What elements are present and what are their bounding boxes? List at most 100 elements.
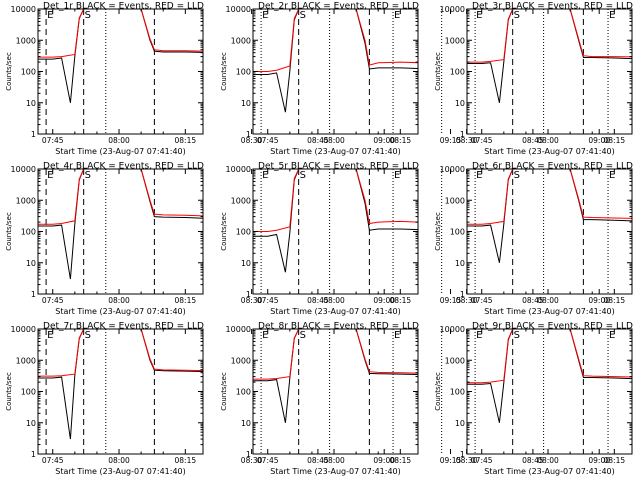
y-tick-label: 10: [455, 259, 465, 268]
y-tick-label: 100: [450, 68, 465, 77]
y-tick-label: 100: [450, 228, 465, 237]
y-tick-label: 100: [21, 388, 36, 397]
x-tick-label: 09:15: [440, 296, 462, 305]
x-tick-label: 09:00: [373, 296, 395, 305]
x-tick-label: 08:30: [456, 136, 478, 145]
x-tick-label: 08:00: [323, 456, 345, 465]
y-tick-label: 1000: [16, 36, 36, 45]
y-tick-label: 10000: [226, 325, 251, 334]
panel-title: Det_2r BLACK = Events, RED = LLD: [258, 2, 419, 12]
event-marker-label: E: [262, 170, 268, 181]
y-tick-label: 10000: [226, 5, 251, 14]
x-tick-label: 08:15: [390, 136, 412, 145]
event-marker-label: S: [514, 170, 520, 181]
x-axis-label: Start Time (23-Aug-07 07:41:40): [484, 307, 615, 316]
y-tick-label: 1: [246, 130, 251, 139]
y-axis-label: Counts/sec: [220, 212, 228, 251]
y-tick-label: 1: [31, 290, 36, 299]
x-tick-label: 08:15: [604, 296, 626, 305]
x-tick-label: 07:45: [42, 296, 64, 305]
x-axis-label: Start Time (23-Aug-07 07:41:40): [55, 147, 186, 156]
x-tick-label: 08:30: [456, 296, 478, 305]
x-axis-label: Start Time (23-Aug-07 07:41:40): [270, 467, 401, 476]
y-axis-label: Counts/sec: [5, 212, 13, 251]
y-tick-label: 1: [460, 450, 465, 459]
x-tick-label: 09:15: [440, 456, 462, 465]
y-axis-label: Counts/sec: [434, 52, 442, 91]
lld-series-line: [38, 329, 203, 377]
plot-frame: [37, 8, 204, 135]
y-axis-label: Counts/sec: [5, 372, 13, 411]
lld-series-line: [38, 169, 203, 225]
x-tick-label: 09:00: [373, 136, 395, 145]
y-tick-label: 10: [26, 259, 36, 268]
event-marker-label: E: [476, 170, 482, 181]
x-axis-label: Start Time (23-Aug-07 07:41:40): [270, 147, 401, 156]
y-tick-label: 10000: [11, 325, 36, 334]
panel-title: Det_7r BLACK = Events, RED = LLD: [43, 322, 204, 332]
y-tick-label: 1000: [231, 36, 251, 45]
events-series-line: [253, 9, 418, 113]
lld-series-line: [253, 169, 418, 232]
y-tick-label: 1000: [445, 356, 465, 365]
event-marker-label: E: [394, 10, 400, 21]
x-tick-label: 08:30: [241, 296, 263, 305]
y-tick-label: 100: [236, 388, 251, 397]
lld-series-line: [253, 9, 418, 72]
x-tick-label: 09:00: [588, 456, 610, 465]
panel-title: Det_1r BLACK = Events, RED = LLD: [43, 2, 204, 12]
detector-panel: Det_8r BLACK = Events, RED = LLD Counts/s…: [220, 322, 615, 477]
y-tick-label: 100: [236, 68, 251, 77]
lld-series-line: [253, 329, 418, 380]
x-tick-label: 08:45: [307, 296, 329, 305]
detector-panel: Det_9r BLACK = Events, RED = LLD Counts/s…: [434, 322, 633, 477]
panel-title: Det_3r BLACK = Events, RED = LLD: [472, 2, 633, 12]
panel-title: Det_9r BLACK = Events, RED = LLD: [472, 322, 633, 332]
x-tick-label: 08:15: [175, 136, 197, 145]
y-tick-label: 1: [460, 290, 465, 299]
y-tick-label: 1: [246, 290, 251, 299]
x-axis-label: Start Time (23-Aug-07 07:41:40): [55, 467, 186, 476]
x-tick-label: 08:45: [522, 136, 544, 145]
x-tick-label: 09:00: [588, 136, 610, 145]
lld-series-line: [38, 9, 203, 58]
event-marker-label: E: [394, 170, 400, 181]
y-tick-label: 1: [246, 450, 251, 459]
plot-frame: [466, 8, 633, 135]
y-tick-label: 10: [241, 259, 251, 268]
y-tick-label: 10: [455, 99, 465, 108]
y-tick-label: 10000: [440, 165, 465, 174]
x-axis-label: Start Time (23-Aug-07 07:41:40): [484, 147, 615, 156]
y-tick-label: 1000: [16, 196, 36, 205]
events-series-line: [467, 9, 632, 103]
y-tick-label: 10000: [440, 325, 465, 334]
plot-frame: [466, 328, 633, 455]
detector-panel: Det_6r BLACK = Events, RED = LLD Counts/s…: [434, 162, 633, 317]
x-tick-label: 08:15: [175, 296, 197, 305]
y-axis-label: Counts/sec: [434, 212, 442, 251]
panel-title: Det_8r BLACK = Events, RED = LLD: [258, 322, 419, 332]
x-tick-label: 08:15: [390, 296, 412, 305]
y-tick-label: 1000: [16, 356, 36, 365]
x-tick-label: 08:45: [307, 136, 329, 145]
x-tick-label: 08:00: [537, 296, 559, 305]
x-tick-label: 07:45: [471, 296, 493, 305]
y-axis-label: Counts/sec: [220, 52, 228, 91]
lld-series-line: [467, 329, 632, 384]
x-tick-label: 08:00: [108, 136, 130, 145]
y-tick-label: 10000: [226, 165, 251, 174]
events-series-line: [467, 169, 632, 263]
event-marker-label: E: [476, 10, 482, 21]
events-series-line: [38, 329, 203, 440]
x-tick-label: 08:45: [522, 296, 544, 305]
x-tick-label: 08:00: [323, 136, 345, 145]
x-tick-label: 07:45: [42, 136, 64, 145]
y-tick-label: 10: [455, 419, 465, 428]
x-tick-label: 08:15: [604, 456, 626, 465]
event-marker-label: E: [609, 330, 615, 341]
lld-series-line: [467, 9, 632, 63]
x-tick-label: 08:30: [241, 456, 263, 465]
y-tick-label: 1: [460, 130, 465, 139]
panel-title: Det_6r BLACK = Events, RED = LLD: [472, 162, 633, 172]
y-tick-label: 10: [241, 99, 251, 108]
